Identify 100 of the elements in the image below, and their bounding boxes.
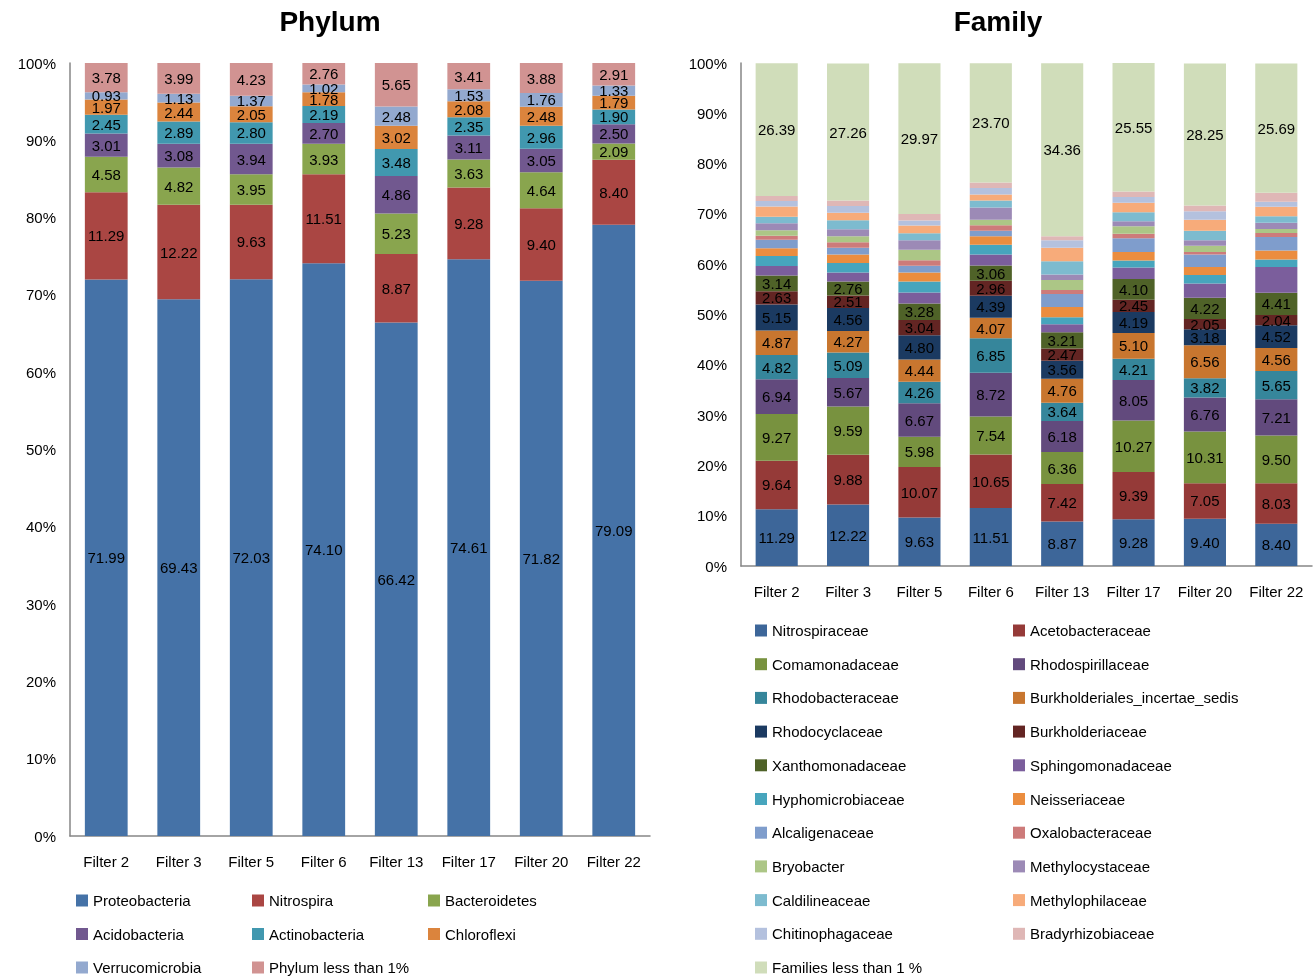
data-label: 2.50 (599, 125, 629, 143)
bar (1112, 251, 1155, 261)
data-label: 3.05 (526, 152, 556, 170)
data-label: 6.56 (1190, 353, 1220, 371)
bar (374, 63, 418, 107)
bar (827, 378, 870, 407)
bar (1183, 283, 1226, 298)
bar (969, 188, 1012, 195)
x-tick-label: Filter 13 (369, 853, 424, 870)
legend-label: Methylocystaceae (1030, 857, 1151, 875)
data-label: 3.01 (91, 136, 121, 154)
x-tick-label: Filter 22 (586, 853, 641, 870)
bar (1183, 275, 1226, 284)
data-label: 8.40 (1261, 536, 1291, 554)
bar (1041, 261, 1084, 275)
chart-title: Family (953, 5, 1043, 37)
bar (1041, 294, 1084, 308)
data-label: 4.07 (976, 319, 1006, 337)
x-tick-label: Filter 22 (1249, 583, 1304, 600)
bar (755, 223, 798, 231)
bar (592, 224, 636, 836)
bar (969, 416, 1012, 455)
legend-label: Sphingomonadaceae (1030, 756, 1172, 774)
bar (1183, 230, 1226, 241)
y-tick-label: 20% (25, 672, 56, 690)
data-label: 3.41 (454, 67, 484, 85)
data-label: 4.23 (236, 70, 266, 88)
bar (229, 204, 273, 280)
bar (898, 233, 941, 241)
data-label: 79.09 (594, 521, 633, 539)
bar (1255, 206, 1298, 217)
legend-label: Oxalobacteraceae (1030, 824, 1152, 842)
data-label: 9.59 (833, 422, 863, 440)
bar (1183, 431, 1226, 484)
data-label: 8.72 (976, 386, 1006, 404)
bar (755, 230, 798, 236)
bar (1112, 238, 1155, 252)
bar (827, 242, 870, 248)
bar (1041, 274, 1084, 280)
bar (1183, 240, 1226, 246)
bar (1183, 254, 1226, 267)
bar (755, 235, 798, 240)
data-label: 71.99 (87, 549, 126, 567)
y-tick-label: 60% (696, 255, 727, 273)
bar (827, 200, 870, 207)
legend-label: Burkholderiaceae (1030, 723, 1147, 741)
data-label: 10.27 (1114, 437, 1153, 455)
y-tick-label: 30% (25, 595, 56, 613)
bar (755, 414, 798, 461)
data-label: 3.48 (381, 154, 411, 172)
bar (1112, 197, 1155, 203)
bar (84, 192, 128, 280)
data-label: 2.76 (309, 65, 339, 83)
bar (827, 247, 870, 255)
bar (969, 236, 1012, 245)
y-tick-label: 30% (696, 406, 727, 424)
bar (898, 292, 941, 304)
bar (1041, 290, 1084, 295)
bar (1255, 259, 1298, 268)
bar (827, 504, 870, 566)
data-label: 8.87 (1047, 535, 1077, 553)
y-tick-label: 70% (25, 286, 56, 304)
bar (1112, 212, 1155, 222)
data-label: 2.91 (599, 65, 629, 83)
y-tick-label: 50% (696, 306, 727, 323)
data-label: 3.88 (526, 69, 556, 87)
bar (1041, 317, 1084, 325)
data-label: 8.40 (599, 183, 629, 201)
bar (447, 187, 491, 260)
data-label: 3.94 (236, 150, 266, 168)
data-label: 27.26 (829, 123, 867, 141)
bar (827, 454, 870, 505)
bar (519, 172, 563, 209)
data-label: 11.51 (305, 210, 342, 228)
y-tick-label: 10% (696, 507, 727, 525)
data-label: 2.96 (976, 279, 1006, 297)
bar (827, 254, 870, 263)
bar (969, 254, 1012, 266)
data-label: 3.02 (381, 128, 411, 146)
legend-label: Burkholderiales_incertae_sedis (1030, 689, 1239, 707)
x-tick-label: Filter 3 (825, 583, 871, 600)
y-tick-label: 50% (25, 441, 56, 458)
y-tick-label: 0% (34, 827, 56, 845)
legend-label: Comamonadaceae (772, 655, 899, 673)
bar (1255, 399, 1298, 436)
data-label: 5.23 (381, 225, 411, 243)
bar (755, 460, 798, 510)
data-label: 9.63 (236, 233, 266, 251)
bar (827, 220, 870, 230)
bar (827, 406, 870, 455)
data-label: 7.42 (1047, 494, 1077, 512)
bar (969, 182, 1012, 188)
x-tick-label: Filter 17 (1106, 583, 1161, 600)
y-tick-label: 10% (25, 750, 56, 768)
data-label: 2.35 (454, 117, 484, 135)
bar (1112, 226, 1155, 234)
bar (969, 372, 1012, 417)
bar (1112, 519, 1155, 566)
legend-label: Chitinophagaceae (772, 925, 893, 943)
bar (229, 63, 273, 96)
